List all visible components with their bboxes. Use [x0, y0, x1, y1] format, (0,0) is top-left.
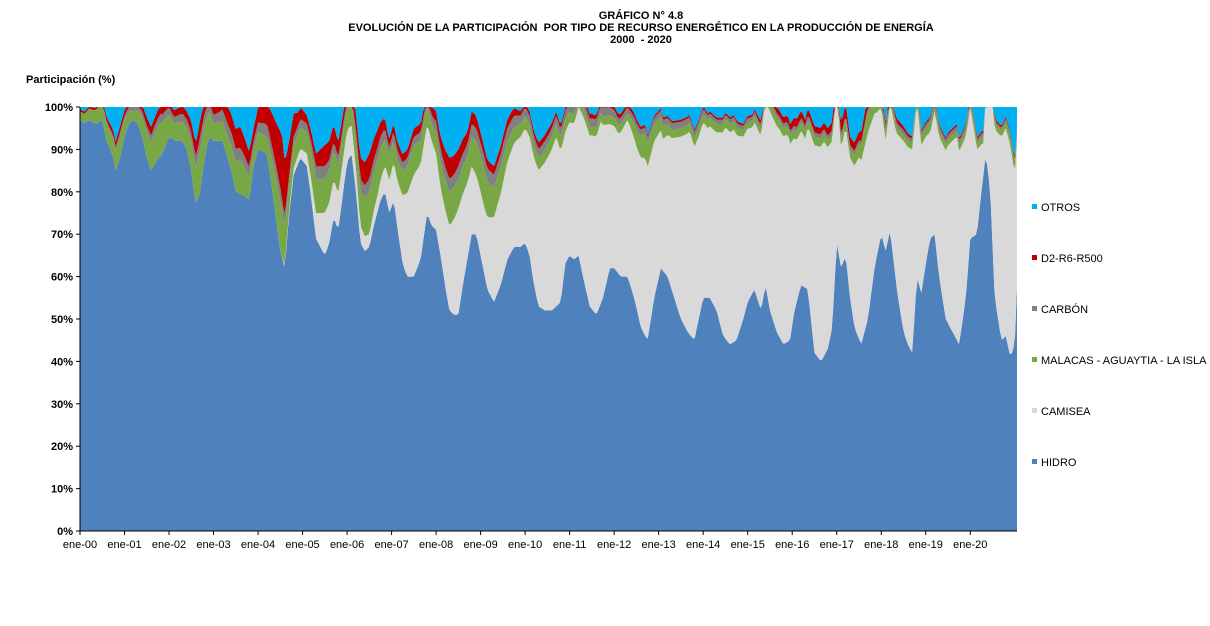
- legend-swatch: [1032, 408, 1037, 413]
- x-tick-label: ene-05: [285, 539, 319, 551]
- area-carb-n: [80, 107, 1017, 225]
- y-tick-label: 40%: [51, 356, 73, 368]
- legend: OTROS D2-R6-R500 CARBÓN MALACAS - AGUAYTIA …: [1032, 202, 1207, 469]
- x-tick-label: ene-06: [330, 539, 364, 551]
- y-tick-label: 100%: [45, 102, 73, 114]
- y-tick-label: 50%: [51, 314, 73, 326]
- area-otros: [80, 107, 1017, 166]
- x-tick-label: ene-12: [597, 539, 631, 551]
- x-tick-label: ene-04: [241, 539, 275, 551]
- series-areas: [80, 107, 1017, 531]
- x-tick-label: ene-11: [553, 539, 586, 551]
- legend-swatch: [1032, 306, 1037, 311]
- legend-swatch: [1032, 255, 1037, 260]
- y-tick-label: 10%: [51, 484, 73, 496]
- legend-swatch: [1032, 204, 1037, 209]
- x-tick-label: ene-15: [731, 539, 765, 551]
- x-tick-label: ene-10: [508, 539, 542, 551]
- y-axis-label: Participación (%): [26, 74, 116, 86]
- chart-subtitle-years: 2000 - 2020: [610, 34, 672, 46]
- legend-label: MALACAS - AGUAYTIA - LA ISLA: [1041, 355, 1207, 367]
- x-tick-label: ene-17: [820, 539, 854, 551]
- y-tick-label: 90%: [51, 144, 73, 156]
- legend-label: CAMISEA: [1041, 406, 1091, 418]
- y-tick-label: 20%: [51, 441, 73, 453]
- y-tick-label: 60%: [51, 272, 73, 284]
- area-malacas-aguaytia-la-isla: [80, 107, 1017, 265]
- x-tick-label: ene-07: [374, 539, 408, 551]
- x-tick-label: ene-02: [152, 539, 186, 551]
- chart-title: EVOLUCIÓN DE LA PARTICIPACIÓN POR TIPO D…: [348, 22, 934, 34]
- legend-label: OTROS: [1041, 202, 1080, 214]
- y-tick-label: 0%: [57, 526, 73, 538]
- x-tick-label: ene-01: [107, 539, 141, 551]
- x-tick-label: ene-03: [196, 539, 230, 551]
- legend-label: HIDRO: [1041, 457, 1077, 469]
- chart-title-block: GRÁFICO N° 4.8 EVOLUCIÓN DE LA PARTICIPA…: [0, 10, 1210, 46]
- x-tick-label: ene-08: [419, 539, 453, 551]
- x-tick-label: ene-13: [642, 539, 676, 551]
- y-tick-label: 70%: [51, 229, 73, 241]
- x-tick-label: ene-20: [953, 539, 987, 551]
- area-camisea: [80, 107, 1017, 361]
- x-tick-label: ene-00: [63, 539, 97, 551]
- y-axis-ticks: 0% 10% 20% 30% 40% 50% 60% 70% 80% 90% 100%: [45, 102, 80, 538]
- x-axis-ticks: ene-00 ene-01 ene-02 ene-03 ene-04 ene-05 ene-…: [63, 531, 987, 551]
- y-tick-label: 80%: [51, 187, 73, 199]
- legend-label: D2-R6-R500: [1041, 253, 1103, 265]
- x-tick-label: ene-19: [909, 539, 943, 551]
- legend-swatch: [1032, 357, 1037, 362]
- x-tick-label: ene-09: [463, 539, 497, 551]
- x-tick-label: ene-14: [686, 539, 720, 551]
- legend-label: CARBÓN: [1041, 303, 1088, 316]
- y-tick-label: 30%: [51, 399, 73, 411]
- chart-title-number: GRÁFICO N° 4.8: [598, 10, 684, 22]
- legend-swatch: [1032, 459, 1037, 464]
- x-tick-label: ene-18: [864, 539, 898, 551]
- area-hidro: [80, 119, 1017, 531]
- x-tick-label: ene-16: [775, 539, 809, 551]
